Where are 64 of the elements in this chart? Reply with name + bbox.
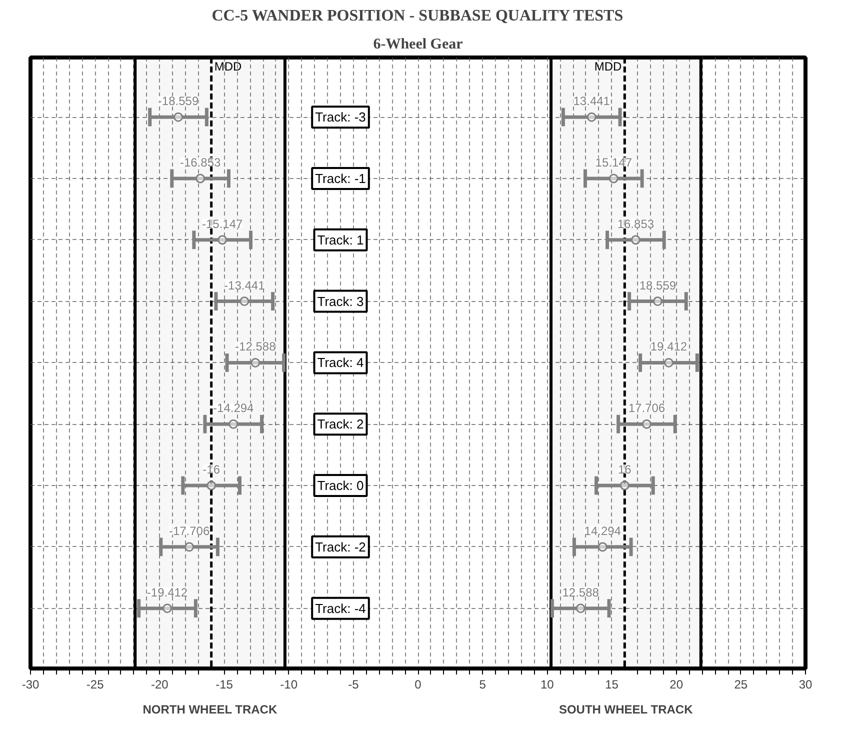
point bbox=[586, 112, 596, 122]
y-tick-label: Track: -2 bbox=[315, 539, 366, 554]
data-label: -16.853 bbox=[180, 155, 221, 170]
point bbox=[608, 174, 618, 184]
x-tick-label: 20 bbox=[670, 678, 684, 692]
x-tick-label: -30 bbox=[22, 678, 40, 692]
data-label: -14.294 bbox=[213, 401, 254, 416]
data-label: -17.706 bbox=[168, 524, 210, 538]
data-label: -19.412 bbox=[146, 585, 188, 600]
x-tick-label: 15 bbox=[605, 678, 619, 692]
chart-subtitle: 6-Wheel Gear bbox=[373, 36, 464, 52]
x-tick-label: -15 bbox=[216, 678, 234, 692]
y-tick-label: Track: 3 bbox=[317, 294, 364, 309]
band-label: NORTH WHEEL TRACK bbox=[142, 702, 278, 716]
data-label: 19.412 bbox=[650, 340, 688, 354]
point bbox=[206, 480, 216, 490]
data-label: -12.588 bbox=[235, 340, 276, 354]
data-label: -15.147 bbox=[202, 216, 244, 231]
y-tick-label: Track: 1 bbox=[317, 232, 364, 248]
point bbox=[576, 604, 586, 614]
data-label: 12.588 bbox=[562, 585, 600, 600]
y-tick-label: Track: -1 bbox=[315, 170, 366, 186]
data-label: -16 bbox=[202, 462, 220, 477]
point bbox=[598, 542, 608, 552]
y-tick-label: Track: 2 bbox=[317, 416, 364, 432]
data-label: 15.147 bbox=[595, 155, 632, 170]
point bbox=[218, 235, 228, 245]
point bbox=[228, 419, 238, 429]
data-label: -18.559 bbox=[158, 94, 199, 108]
point bbox=[620, 480, 630, 490]
point bbox=[162, 604, 172, 614]
ref-line-label: MDD bbox=[594, 60, 622, 74]
x-tick-label: 25 bbox=[734, 678, 748, 692]
data-label: -13.441 bbox=[224, 278, 266, 292]
x-tick-label: 10 bbox=[540, 678, 554, 692]
point bbox=[250, 358, 260, 368]
y-tick-label: Track: 4 bbox=[317, 355, 364, 370]
band-label: SOUTH WHEEL TRACK bbox=[558, 702, 694, 716]
y-tick-label: Track: 0 bbox=[317, 478, 364, 494]
point bbox=[184, 542, 194, 552]
chart-title: CC-5 WANDER POSITION - SUBBASE QUALITY TESTS bbox=[212, 8, 624, 24]
data-label: 14.294 bbox=[584, 524, 622, 538]
data-label: 16.853 bbox=[617, 216, 654, 231]
ref-line-label: MDD bbox=[214, 60, 242, 74]
data-label: 18.559 bbox=[639, 278, 676, 292]
x-tick-label: 0 bbox=[414, 678, 422, 692]
point bbox=[664, 358, 674, 368]
point bbox=[174, 112, 184, 122]
point bbox=[642, 419, 652, 429]
x-tick-label: -25 bbox=[86, 678, 104, 692]
point bbox=[240, 296, 250, 306]
y-tick-label: Track: -4 bbox=[315, 600, 366, 616]
x-tick-label: -5 bbox=[348, 678, 360, 692]
x-tick-label: -20 bbox=[150, 678, 169, 692]
point bbox=[196, 174, 206, 184]
y-tick-label: Track: -3 bbox=[315, 110, 366, 125]
x-tick-label: 30 bbox=[798, 678, 812, 692]
x-tick-label: -10 bbox=[280, 678, 298, 692]
x-tick-label: 5 bbox=[479, 678, 486, 692]
data-label: 13.441 bbox=[573, 94, 610, 108]
point bbox=[630, 235, 640, 245]
data-label: 17.706 bbox=[628, 401, 666, 416]
point bbox=[652, 296, 662, 306]
data-label: 16 bbox=[618, 462, 632, 477]
